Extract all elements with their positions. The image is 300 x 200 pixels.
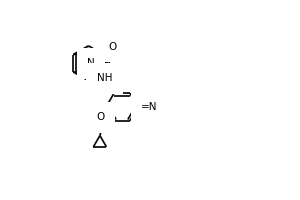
Text: N: N (87, 58, 95, 68)
Text: NH: NH (97, 73, 112, 83)
Text: =N: =N (141, 102, 158, 112)
Text: O: O (96, 112, 104, 122)
Text: O: O (108, 42, 116, 52)
